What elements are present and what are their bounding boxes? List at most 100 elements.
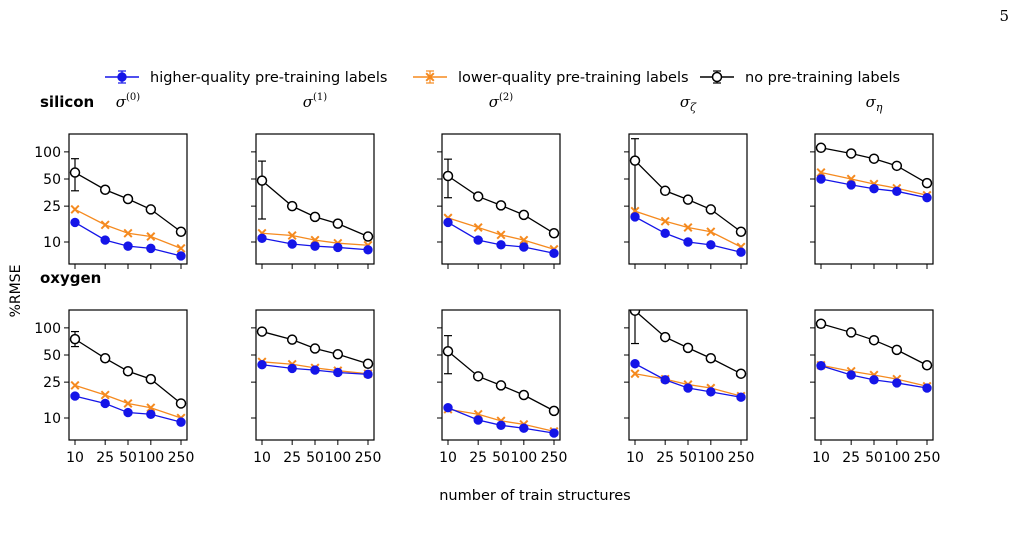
data-point: [519, 242, 529, 252]
column-title-symbol: σ: [489, 93, 500, 111]
data-point: [845, 148, 857, 159]
data-point: [548, 228, 560, 239]
data-point: [333, 242, 343, 253]
data-point: [892, 378, 902, 388]
data-point: [286, 334, 298, 345]
legend-label: no pre-training labels: [745, 70, 900, 86]
series: [70, 204, 186, 253]
data-point: [473, 235, 483, 245]
panel: [251, 133, 375, 269]
data-point: [256, 326, 268, 337]
y-tick-label: 10: [43, 235, 61, 251]
y-tick-label: 50: [43, 348, 61, 364]
panel-frame: [255, 309, 375, 441]
data-point: [257, 360, 267, 370]
y-axis-label: %RMSE: [8, 265, 24, 318]
data-point: [495, 200, 507, 211]
data-point: [682, 342, 694, 354]
data-point: [256, 175, 268, 186]
data-point: [123, 398, 133, 408]
column-title: σζ: [680, 93, 697, 114]
panel-data: [69, 158, 187, 261]
data-point: [869, 375, 879, 385]
data-point: [736, 247, 746, 257]
x-tick-label: 50: [865, 450, 883, 466]
panel-data: [442, 158, 560, 258]
column-title: ση: [866, 93, 883, 114]
panel-data: [815, 318, 933, 393]
data-point: [629, 155, 641, 166]
data-point: [496, 230, 506, 240]
legend-label: higher-quality pre-training labels: [150, 70, 387, 86]
legend-label: lower-quality pre-training labels: [458, 70, 689, 86]
data-point: [257, 233, 267, 243]
panel-frame: [68, 133, 188, 265]
series: [256, 326, 374, 369]
legend-marker: [117, 72, 127, 82]
series: [70, 217, 186, 261]
data-point: [706, 240, 716, 250]
data-point: [332, 218, 344, 229]
series: [257, 360, 373, 380]
data-point: [496, 240, 506, 250]
y-tick-label: 100: [34, 145, 61, 161]
column-title-symbol: σ: [116, 93, 127, 111]
data-point: [70, 391, 80, 401]
row-label: oxygen: [40, 269, 101, 287]
data-point: [705, 353, 717, 364]
series: [257, 233, 373, 255]
page-number: 5: [999, 7, 1009, 25]
x-tick-label: 100: [324, 450, 351, 466]
panel-data: [629, 310, 747, 402]
series-line: [261, 180, 369, 238]
series-line: [634, 310, 742, 375]
data-point: [286, 200, 298, 212]
legend-item: no pre-training labels: [700, 70, 900, 86]
series: [816, 174, 932, 203]
series: [630, 212, 746, 257]
data-point: [705, 204, 717, 215]
panel-frame: [441, 309, 561, 441]
column-title-subscript: η: [876, 101, 883, 114]
panel-frame: [814, 309, 934, 441]
data-point: [816, 174, 826, 184]
panel: [810, 133, 934, 269]
data-point: [70, 380, 80, 390]
data-point: [922, 193, 932, 203]
data-point: [868, 153, 880, 164]
x-tick-label: 50: [679, 450, 697, 466]
data-point: [891, 160, 903, 172]
data-point: [69, 333, 81, 345]
legend-marker: [425, 72, 435, 82]
x-tick-label: 250: [728, 450, 755, 466]
data-point: [921, 177, 933, 189]
data-point: [815, 142, 827, 154]
data-point: [175, 398, 187, 409]
data-point: [122, 366, 134, 377]
panel: 10 25 50 100 250: [251, 309, 382, 466]
panel: 10 25 50 100: [34, 133, 188, 269]
series: [815, 142, 933, 189]
data-point: [519, 423, 529, 433]
panel-data: [442, 335, 560, 438]
data-point: [70, 204, 80, 214]
x-tick-label: 250: [355, 450, 382, 466]
data-point: [549, 248, 559, 258]
data-point: [123, 407, 133, 418]
data-point: [846, 180, 856, 190]
column-title: σ(0): [116, 92, 141, 111]
panel-frame: [255, 133, 375, 265]
row-label: silicon: [40, 93, 94, 111]
data-point: [145, 204, 157, 215]
data-point: [146, 243, 156, 254]
data-point: [683, 222, 693, 232]
x-tick-label: 10: [66, 450, 84, 466]
x-tick-label: 100: [883, 450, 910, 466]
data-point: [868, 334, 880, 346]
data-point: [362, 358, 374, 369]
data-point: [846, 370, 856, 380]
data-point: [891, 344, 903, 356]
data-point: [442, 346, 454, 357]
panel-data: [629, 138, 747, 257]
column-title-superscript: (0): [126, 92, 140, 103]
